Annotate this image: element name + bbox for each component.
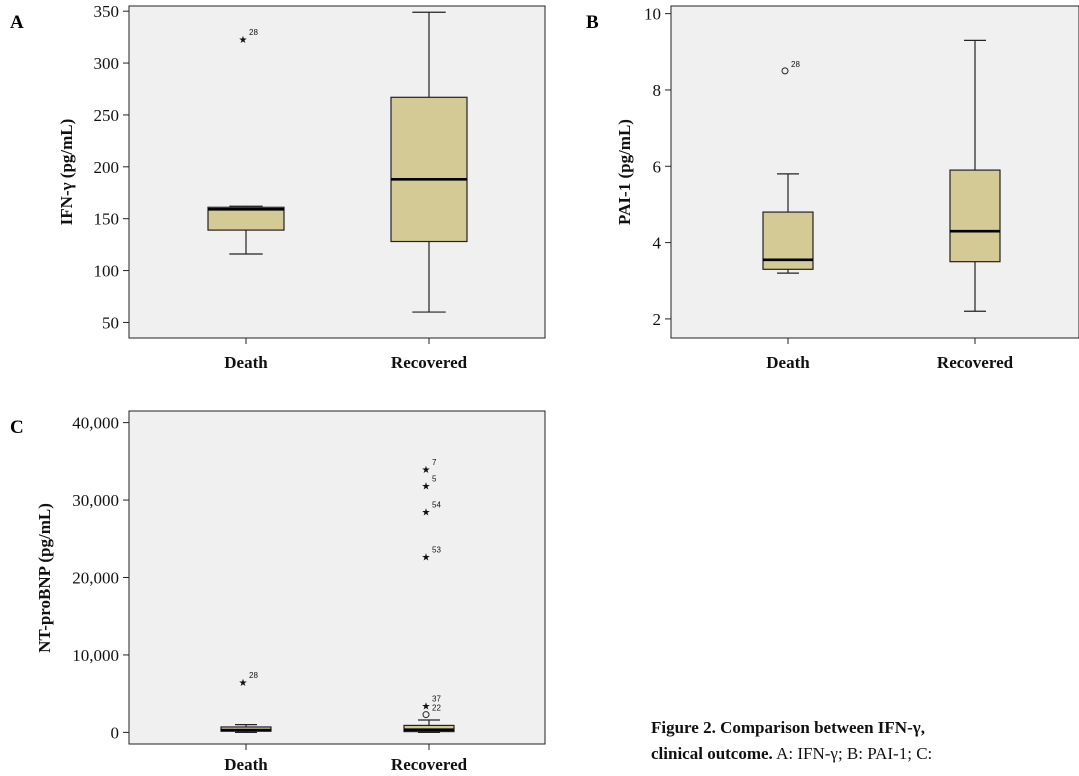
panel-a-y-tick-label: 150 [94, 210, 120, 229]
panel-b-letter: B [586, 12, 599, 33]
panel-c-outlier-star: ★ [239, 678, 248, 689]
panel-a-y-axis-label: IFN-γ (pg/mL) [57, 119, 76, 226]
panel-b-y-tick-label: 8 [653, 81, 662, 100]
panel-b-outlier-label: 28 [791, 60, 800, 69]
panel-c-outlier-star: ★ [422, 465, 431, 476]
panel-c-y-tick-label: 20,000 [72, 569, 119, 588]
panel-b-y-axis-label: PAI-1 (pg/mL) [615, 119, 634, 225]
panel-c-outlier-label: 37 [432, 694, 441, 703]
panel-a-category-label: Death [224, 353, 268, 372]
panel-c-outlier-label: 22 [432, 704, 441, 713]
panel-a-category-label: Recovered [391, 353, 468, 372]
panel-b-y-tick-label: 2 [653, 310, 662, 329]
panel-c-letter: C [10, 417, 24, 438]
panel-c-outlier-star: ★ [422, 508, 431, 519]
caption-line-1: Figure 2. Comparison between IFN-γ, [651, 718, 925, 737]
panel-b-category-label: Death [766, 353, 810, 372]
panel-b-y-tick-label: 4 [653, 234, 662, 253]
panel-c-outlier-label: 7 [432, 458, 437, 467]
panel-a-y-tick-label: 100 [94, 262, 120, 281]
figure-caption: Figure 2. Comparison between IFN-γ, clin… [651, 715, 1079, 767]
panel-a-y-tick-label: 200 [94, 158, 120, 177]
panel-c-y-axis-label: NT-proBNP (pg/mL) [35, 503, 54, 653]
panel-a-outlier-star: ★ [239, 35, 248, 46]
panel-a-y-tick-label: 300 [94, 54, 120, 73]
panel-c-plot-area [128, 410, 546, 745]
panel-c-outlier-star: ★ [422, 481, 431, 492]
panel-a-y-tick-label: 350 [94, 2, 120, 21]
panel-c-outlier-circle [422, 711, 430, 719]
panel-c-category-label: Recovered [391, 755, 468, 774]
panel-c-y-tick-label: 10,000 [72, 646, 119, 665]
panel-b-plot-area [670, 5, 1079, 339]
panel-a-letter: A [10, 12, 24, 33]
panel-c-outlier-label: 5 [432, 474, 437, 483]
panel-a-y-tick-label: 50 [102, 313, 119, 332]
panel-c-outlier-star: ★ [422, 553, 431, 564]
panel-b-y-tick-label: 6 [653, 157, 662, 176]
panel-c-y-tick-label: 0 [111, 723, 120, 742]
panel-b-box [949, 169, 1001, 263]
caption-line-2: clinical outcome. A: IFN-γ; B: PAI-1; C: [651, 744, 933, 763]
panel-b-category-label: Recovered [937, 353, 1014, 372]
panel-a-box [390, 96, 468, 243]
panel-c-outlier-star: ★ [422, 701, 431, 712]
panel-c-category-label: Death [224, 755, 268, 774]
panel-c-y-tick-label: 40,000 [72, 414, 119, 433]
panel-a-plot-area [128, 5, 546, 339]
panel-a-y-tick-label: 250 [94, 106, 120, 125]
panel-c-outlier-label: 53 [432, 546, 441, 555]
panel-c-y-tick-label: 30,000 [72, 491, 119, 510]
panel-a-box [207, 206, 285, 231]
panel-b-outlier-circle [781, 67, 789, 75]
panel-b-y-tick-label: 10 [644, 5, 661, 24]
panel-c-outlier-label: 28 [249, 671, 258, 680]
panel-c-outlier-label: 54 [432, 501, 441, 510]
panel-a-outlier-label: 28 [249, 28, 258, 37]
